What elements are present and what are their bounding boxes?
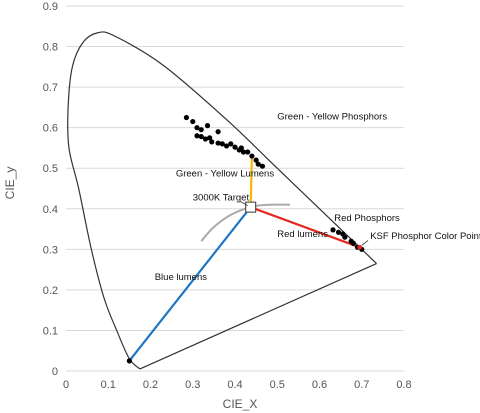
x-tick-label: 0.3: [185, 379, 200, 391]
green-yellow-phosphor-point: [183, 114, 190, 121]
y-tick-label: 0.1: [43, 325, 58, 337]
green-yellow-phosphor-point: [249, 153, 255, 159]
x-tick-label: 0.6: [312, 379, 327, 391]
planckian-locus: [200, 203, 290, 242]
y-tick-label: 0.9: [43, 1, 58, 13]
x-tick-label: 0: [63, 379, 69, 391]
x-tick-label: 0.5: [270, 379, 285, 391]
green-yellow-phosphor-point: [194, 125, 200, 131]
x-tick-label: 0.2: [143, 379, 158, 391]
x-tick-label: 0.4: [227, 379, 242, 391]
x-axis-title: CIE_X: [223, 397, 258, 411]
lumen-lines-layer: [128, 156, 361, 362]
green-yellow-lumens-line: [249, 156, 253, 208]
y-tick-label: 0.7: [43, 82, 58, 94]
ksf-leader-line: [361, 240, 369, 246]
spectral-locus: [67, 31, 377, 370]
green-yellow-phosphor-point: [259, 163, 266, 169]
green-yellow-phosphors-label: Green - Yellow Phosphors: [277, 112, 387, 123]
green-yellow-phosphor-point: [255, 161, 261, 167]
green-yellow-phosphor-point: [207, 135, 213, 141]
x-tick-label: 0.1: [101, 379, 116, 391]
y-tick-label: 0.8: [43, 42, 58, 54]
red-lumens-label: Red lumens: [277, 229, 328, 240]
y-tick-label: 0.6: [43, 123, 58, 135]
green-yellow-phosphor-point: [253, 157, 259, 163]
grid-layer: [66, 5, 404, 372]
locus-layer: [67, 31, 377, 370]
y-tick-label: 0: [52, 366, 58, 378]
green-yellow-phosphor-point: [209, 139, 215, 145]
green-yellow-phosphor-point: [204, 123, 211, 129]
green-yellow-phosphor-point: [219, 141, 225, 147]
blue-lumens-label: Blue lumens: [155, 272, 208, 283]
green-yellow-phosphor-point: [198, 127, 204, 133]
red-lumens-line: [250, 206, 361, 249]
annotations-layer: Green - Yellow Phosphors Green - Yellow L…: [155, 112, 480, 283]
green-yellow-phosphor-point: [194, 133, 200, 139]
x-tick-label: 0.7: [354, 379, 369, 391]
target-3000k-marker: [245, 201, 257, 213]
line-of-purples: [139, 262, 377, 370]
blue-lumens-line: [128, 206, 252, 362]
ksf-phosphor-color-point-label: KSF Phosphor Color Point: [370, 231, 480, 242]
x-tick-label: 0.8: [396, 379, 411, 391]
green-yellow-phosphor-point: [215, 140, 221, 146]
target-leader-line: [239, 201, 248, 206]
y-tick-label: 0.2: [43, 285, 58, 297]
ksf-point: [357, 244, 363, 250]
green-yellow-phosphor-point: [190, 118, 196, 125]
green-yellow-phosphor-point: [198, 133, 204, 140]
y-axis-title: CIE_y: [3, 167, 17, 200]
green-yellow-phosphor-point: [215, 129, 221, 135]
red-phosphor-point: [350, 240, 356, 246]
green-yellow-phosphor-point: [228, 141, 234, 147]
green-yellow-phosphor-point: [240, 149, 247, 155]
green-yellow-phosphor-point: [232, 144, 238, 150]
tick-labels-layer: 0 0.1 0.2 0.3 0.4 0.5 0.6 0.7 0.8 0.9 0 0.1 0.2 0.3 0.…: [43, 1, 412, 391]
3000k-target-label: 3000K Target: [193, 193, 250, 204]
red-phosphor-point: [330, 227, 336, 233]
y-tick-label: 0.4: [43, 204, 58, 216]
points-layer: [126, 114, 365, 364]
green-yellow-phosphor-point: [202, 136, 209, 142]
green-yellow-phosphor-point: [245, 149, 251, 155]
green-yellow-phosphor-point: [238, 145, 244, 151]
green-yellow-lumens-label: Green - Yellow Lumens: [176, 168, 274, 179]
y-tick-label: 0.5: [43, 163, 58, 175]
red-phosphor-point: [335, 229, 342, 235]
red-phosphor-point: [342, 234, 348, 240]
green-yellow-phosphor-point: [223, 143, 230, 149]
blue-led-point: [126, 358, 132, 364]
red-phosphors-label: Red Phosphors: [334, 213, 400, 224]
y-tick-label: 0.3: [43, 244, 58, 256]
